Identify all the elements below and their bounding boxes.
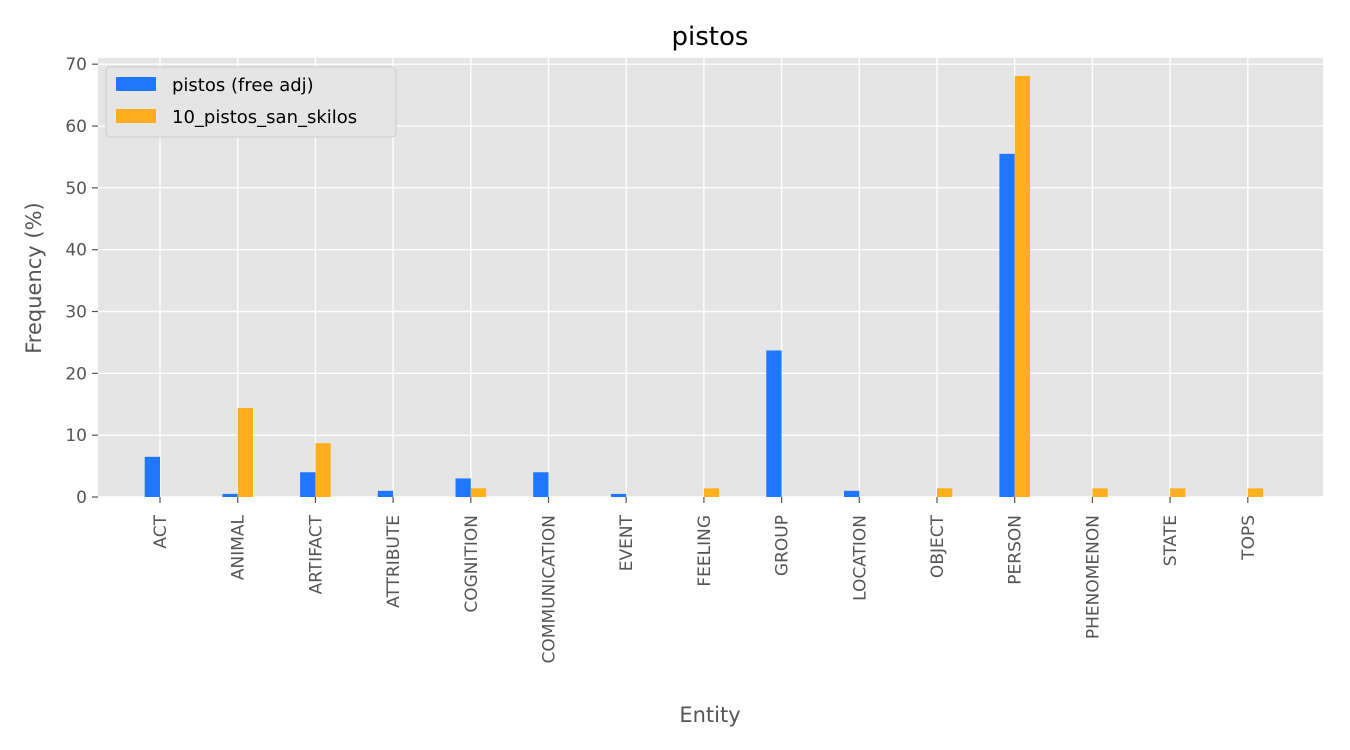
legend-swatch-free-adj <box>116 77 156 91</box>
x-tick-label: TOPS <box>1239 515 1259 561</box>
bar <box>455 478 471 497</box>
x-tick-label: ANIMAL <box>229 514 249 580</box>
x-tick-label: FEELING <box>695 515 715 587</box>
bar <box>999 153 1015 498</box>
x-tick-label: PERSON <box>1006 515 1026 585</box>
bar <box>1014 75 1030 498</box>
bar <box>1247 488 1264 497</box>
x-tick-label: ACT <box>151 514 171 548</box>
bar <box>844 490 860 497</box>
bar <box>144 456 160 497</box>
x-axis-title: Entity <box>679 703 740 727</box>
x-tick-label: PHENOMENON <box>1083 515 1103 639</box>
x-tick-label: ATTRIBUTE <box>384 515 404 608</box>
y-tick-label: 70 <box>65 55 87 75</box>
bar <box>237 407 253 497</box>
y-axis-ticks: 0 10 20 30 40 50 60 70 <box>65 55 98 508</box>
legend: pistos (free adj) 10_pistos_san_skilos <box>105 66 397 138</box>
x-tick-label: ARTIFACT <box>306 514 326 594</box>
chart-title: pistos <box>672 22 749 52</box>
y-tick-label: 30 <box>65 303 87 323</box>
bar <box>533 472 549 497</box>
x-tick-label: COGNITION <box>462 515 482 613</box>
legend-label-san-skilos: 10_pistos_san_skilos <box>172 107 357 128</box>
bar <box>222 493 238 497</box>
bar <box>300 472 316 497</box>
x-axis-ticks: ACT ANIMAL ARTIFACT ATTRIBUTE COGNITION COMMU… <box>151 497 1259 663</box>
x-tick-label: COMMUNICATION <box>540 515 560 663</box>
bar <box>377 490 394 497</box>
y-tick-label: 10 <box>65 426 87 446</box>
bar <box>703 488 720 497</box>
legend-label-free-adj: pistos (free adj) <box>172 75 314 96</box>
y-axis-title: Frequency (%) <box>22 202 46 354</box>
bar <box>1170 488 1186 497</box>
bar <box>937 488 953 497</box>
bar <box>470 488 487 497</box>
x-tick-label: STATE <box>1161 515 1181 566</box>
y-tick-label: 0 <box>76 488 87 508</box>
x-tick-label: GROUP <box>773 515 793 576</box>
x-tick-label: EVENT <box>617 514 637 571</box>
bar <box>315 443 331 497</box>
y-tick-label: 50 <box>65 179 87 199</box>
y-tick-label: 60 <box>65 117 87 137</box>
x-tick-label: OBJECT <box>928 514 948 578</box>
bar <box>610 493 627 497</box>
bars <box>144 75 1264 498</box>
y-tick-label: 20 <box>65 364 87 384</box>
x-tick-label: LOCATION <box>850 515 870 601</box>
bar <box>1092 488 1108 497</box>
legend-swatch-san-skilos <box>116 109 156 123</box>
bar <box>766 350 782 497</box>
legend-box <box>105 66 397 138</box>
y-tick-label: 40 <box>65 241 87 261</box>
